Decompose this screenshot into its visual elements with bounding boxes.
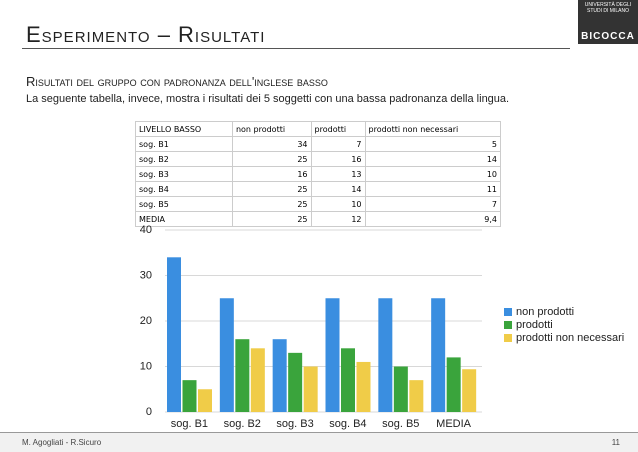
bar: [182, 380, 197, 412]
y-tick-label: 40: [140, 224, 152, 236]
y-tick-label: 30: [140, 269, 152, 281]
x-tick-label: MEDIA: [436, 418, 472, 430]
bar: [462, 369, 477, 412]
x-tick-label: sog. B2: [224, 418, 261, 430]
bar: [235, 339, 250, 412]
logo: UNIVERSITÀ DEGLI STUDI DI MILANO BICOCCA: [578, 0, 638, 44]
logo-top: UNIVERSITÀ DEGLI STUDI DI MILANO: [584, 2, 632, 14]
table-row: MEDIA 25 12 9,4: [135, 211, 502, 227]
table-row: sog. B3 16 13 10: [135, 166, 502, 182]
legend-label: non prodotti: [516, 306, 574, 318]
bar: [303, 366, 318, 412]
y-tick-label: 10: [140, 360, 152, 372]
x-tick-label: sog. B1: [171, 418, 208, 430]
x-tick-label: sog. B5: [382, 418, 419, 430]
bar: [446, 357, 461, 412]
bar: [341, 348, 355, 412]
legend-swatch: [504, 321, 512, 329]
slide-title: Esperimento – Risultati: [26, 22, 266, 47]
footer: M. Agogliati - R.Sicuro 11: [0, 432, 638, 452]
x-tick-label: sog. B3: [276, 418, 313, 430]
y-tick-label: 20: [140, 315, 152, 327]
bar: [219, 298, 234, 412]
header-row: LIVELLO BASSO non prodotti prodotti prodott…: [135, 121, 502, 137]
description: La seguente tabella, invece, mostra i ri…: [26, 93, 510, 105]
bar: [167, 257, 181, 412]
table-cell: MEDIA: [135, 211, 233, 227]
title-rule: [22, 48, 570, 49]
subtitle: Risultati del gruppo con padronanza dell…: [26, 74, 328, 89]
logo-name: BICOCCA: [581, 31, 635, 42]
bar: [250, 348, 265, 412]
bar: [356, 361, 371, 412]
bar: [393, 366, 408, 412]
legend-label: prodotti: [516, 319, 553, 331]
legend-label: prodotti non necessari: [516, 332, 624, 344]
page-number: 11: [611, 438, 620, 447]
chart: 0 10 20 30 40 sog. B1 sog. B2 sog. B3 sog. B4 sog…: [140, 224, 624, 430]
bar: [431, 298, 446, 412]
results-table: LIVELLO BASSO non prodotti prodotti prodott…: [135, 121, 502, 227]
table-cell: 9,4: [364, 211, 502, 227]
bar: [198, 389, 212, 412]
bar: [378, 298, 393, 412]
bar: [409, 380, 424, 412]
table-row: sog. B1 34 7 5: [135, 136, 502, 152]
authors: M. Agogliati - R.Sicuro: [22, 438, 102, 447]
y-tick-label: 0: [146, 406, 152, 418]
x-tick-label: sog. B4: [329, 418, 366, 430]
legend-swatch: [504, 334, 512, 342]
bar: [325, 298, 340, 412]
bar: [288, 352, 303, 412]
bar: [272, 339, 287, 412]
legend-swatch: [504, 308, 512, 316]
